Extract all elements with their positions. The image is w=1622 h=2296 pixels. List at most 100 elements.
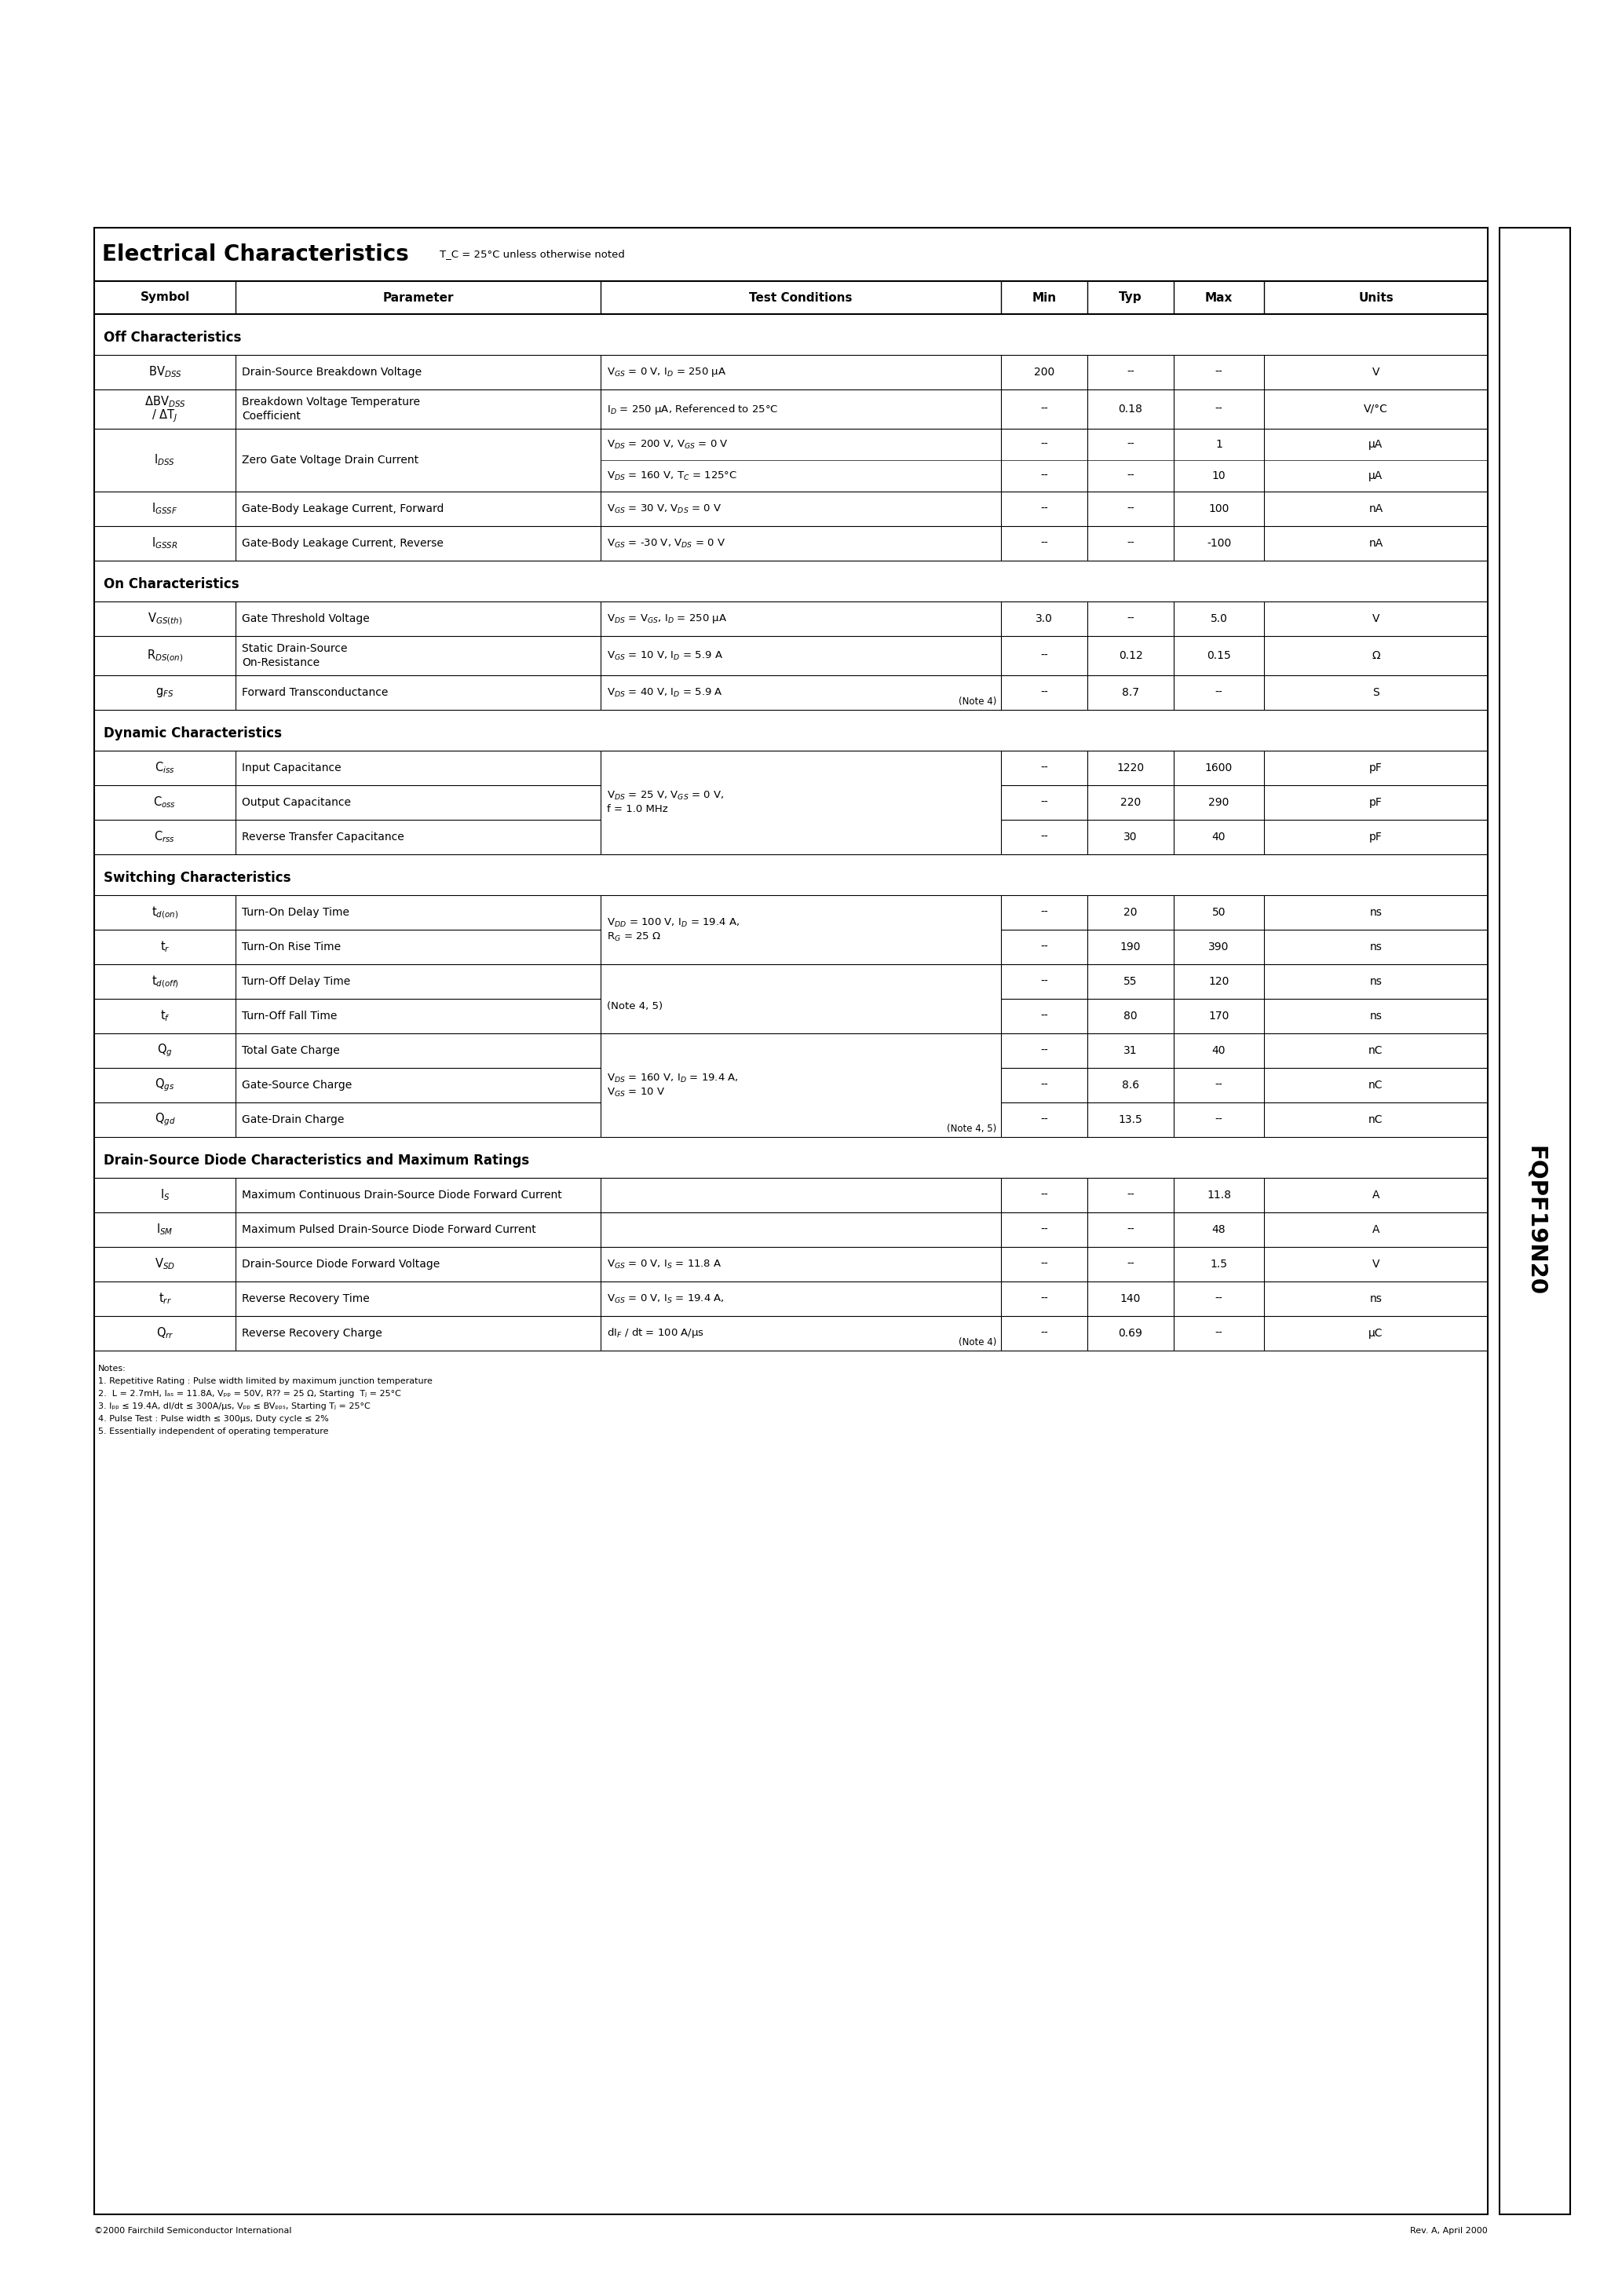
Text: Coefficient: Coefficient xyxy=(242,411,300,422)
Text: V/°C: V/°C xyxy=(1364,404,1388,416)
Text: f = 1.0 MHz: f = 1.0 MHz xyxy=(607,804,668,815)
Text: --: -- xyxy=(1040,1293,1048,1304)
Text: Q$_{g}$: Q$_{g}$ xyxy=(157,1042,172,1058)
Text: (Note 4, 5): (Note 4, 5) xyxy=(607,1001,663,1010)
Text: 0.69: 0.69 xyxy=(1119,1327,1142,1339)
Text: V$_{GS}$ = 30 V, V$_{DS}$ = 0 V: V$_{GS}$ = 30 V, V$_{DS}$ = 0 V xyxy=(607,503,722,514)
Text: --: -- xyxy=(1040,907,1048,918)
Text: FQPF19N20: FQPF19N20 xyxy=(1523,1146,1546,1295)
Text: Q$_{gd}$: Q$_{gd}$ xyxy=(154,1111,175,1127)
Text: On-Resistance: On-Resistance xyxy=(242,657,320,668)
Text: Input Capacitance: Input Capacitance xyxy=(242,762,341,774)
Text: --: -- xyxy=(1127,471,1134,482)
Text: 20: 20 xyxy=(1124,907,1137,918)
Text: --: -- xyxy=(1127,1224,1134,1235)
Text: t$_{d(on)}$: t$_{d(on)}$ xyxy=(151,905,178,921)
Text: -100: -100 xyxy=(1207,537,1231,549)
Text: 0.12: 0.12 xyxy=(1119,650,1142,661)
Text: --: -- xyxy=(1040,687,1048,698)
Text: Breakdown Voltage Temperature: Breakdown Voltage Temperature xyxy=(242,397,420,406)
Text: --: -- xyxy=(1040,1079,1048,1091)
Text: ns: ns xyxy=(1369,1010,1382,1022)
Text: Ω: Ω xyxy=(1372,650,1380,661)
Text: Total Gate Charge: Total Gate Charge xyxy=(242,1045,339,1056)
Text: --: -- xyxy=(1040,1045,1048,1056)
Text: 390: 390 xyxy=(1208,941,1229,953)
Text: Drain-Source Breakdown Voltage: Drain-Source Breakdown Voltage xyxy=(242,367,422,379)
Text: 1220: 1220 xyxy=(1116,762,1144,774)
Text: 200: 200 xyxy=(1033,367,1054,379)
Text: --: -- xyxy=(1215,1293,1223,1304)
Text: Static Drain-Source: Static Drain-Source xyxy=(242,643,347,654)
Text: V$_{DS}$ = V$_{GS}$, I$_{D}$ = 250 μA: V$_{DS}$ = V$_{GS}$, I$_{D}$ = 250 μA xyxy=(607,613,727,625)
Text: 80: 80 xyxy=(1124,1010,1137,1022)
Text: 4. Pulse Test : Pulse width ≤ 300μs, Duty cycle ≤ 2%: 4. Pulse Test : Pulse width ≤ 300μs, Dut… xyxy=(99,1414,329,1424)
Text: --: -- xyxy=(1040,650,1048,661)
Text: Dynamic Characteristics: Dynamic Characteristics xyxy=(104,726,282,742)
Text: A: A xyxy=(1372,1224,1380,1235)
Text: ©2000 Fairchild Semiconductor International: ©2000 Fairchild Semiconductor Internatio… xyxy=(94,2227,292,2234)
Text: (Note 4): (Note 4) xyxy=(959,1339,996,1348)
Text: t$_{f}$: t$_{f}$ xyxy=(161,1008,170,1024)
Text: I$_{GSSF}$: I$_{GSSF}$ xyxy=(152,501,178,517)
Text: ns: ns xyxy=(1369,976,1382,987)
Text: 48: 48 xyxy=(1212,1224,1226,1235)
Text: ns: ns xyxy=(1369,941,1382,953)
Text: Symbol: Symbol xyxy=(139,292,190,303)
Text: 40: 40 xyxy=(1212,831,1226,843)
Text: 5. Essentially independent of operating temperature: 5. Essentially independent of operating … xyxy=(99,1428,329,1435)
Text: Gate-Drain Charge: Gate-Drain Charge xyxy=(242,1114,344,1125)
Text: 10: 10 xyxy=(1212,471,1226,482)
Text: t$_{r}$: t$_{r}$ xyxy=(161,939,170,955)
Text: I$_{D}$ = 250 μA, Referenced to 25°C: I$_{D}$ = 250 μA, Referenced to 25°C xyxy=(607,402,779,416)
Text: --: -- xyxy=(1215,1327,1223,1339)
Text: 8.6: 8.6 xyxy=(1122,1079,1139,1091)
Text: V$_{GS}$ = 0 V, I$_{S}$ = 19.4 A,: V$_{GS}$ = 0 V, I$_{S}$ = 19.4 A, xyxy=(607,1293,725,1304)
Text: 55: 55 xyxy=(1124,976,1137,987)
Text: --: -- xyxy=(1040,797,1048,808)
Text: 13.5: 13.5 xyxy=(1119,1114,1142,1125)
Text: Notes:: Notes: xyxy=(99,1364,127,1373)
Text: pF: pF xyxy=(1369,797,1382,808)
Text: Turn-Off Delay Time: Turn-Off Delay Time xyxy=(242,976,350,987)
Text: Maximum Continuous Drain-Source Diode Forward Current: Maximum Continuous Drain-Source Diode Fo… xyxy=(242,1189,561,1201)
Text: V$_{GS}$ = 0 V, I$_{S}$ = 11.8 A: V$_{GS}$ = 0 V, I$_{S}$ = 11.8 A xyxy=(607,1258,722,1270)
Text: V$_{GS}$ = 10 V, I$_{D}$ = 5.9 A: V$_{GS}$ = 10 V, I$_{D}$ = 5.9 A xyxy=(607,650,723,661)
Text: Drain-Source Diode Characteristics and Maximum Ratings: Drain-Source Diode Characteristics and M… xyxy=(104,1153,529,1169)
Text: C$_{oss}$: C$_{oss}$ xyxy=(154,794,177,810)
Text: Gate-Body Leakage Current, Forward: Gate-Body Leakage Current, Forward xyxy=(242,503,444,514)
Text: pF: pF xyxy=(1369,831,1382,843)
Text: Q$_{gs}$: Q$_{gs}$ xyxy=(156,1077,175,1093)
Text: --: -- xyxy=(1040,503,1048,514)
Text: --: -- xyxy=(1040,976,1048,987)
Text: V: V xyxy=(1372,367,1380,379)
Text: nC: nC xyxy=(1369,1114,1384,1125)
Text: --: -- xyxy=(1040,439,1048,450)
Text: (Note 4): (Note 4) xyxy=(959,698,996,707)
Text: ns: ns xyxy=(1369,907,1382,918)
Text: --: -- xyxy=(1215,367,1223,379)
Text: V$_{DS}$ = 200 V, V$_{GS}$ = 0 V: V$_{DS}$ = 200 V, V$_{GS}$ = 0 V xyxy=(607,439,728,450)
Text: Max: Max xyxy=(1205,292,1233,303)
Text: R$_{DS(on)}$: R$_{DS(on)}$ xyxy=(146,647,183,664)
Text: 190: 190 xyxy=(1121,941,1140,953)
Text: Gate-Source Charge: Gate-Source Charge xyxy=(242,1079,352,1091)
Text: 100: 100 xyxy=(1208,503,1229,514)
Text: --: -- xyxy=(1040,1189,1048,1201)
Text: 5.0: 5.0 xyxy=(1210,613,1228,625)
Text: --: -- xyxy=(1127,1189,1134,1201)
Text: 140: 140 xyxy=(1121,1293,1140,1304)
Text: --: -- xyxy=(1040,1114,1048,1125)
Text: t$_{d(off)}$: t$_{d(off)}$ xyxy=(151,974,178,990)
Text: Output Capacitance: Output Capacitance xyxy=(242,797,350,808)
Text: g$_{FS}$: g$_{FS}$ xyxy=(156,687,174,698)
Text: V$_{DS}$ = 160 V, I$_{D}$ = 19.4 A,: V$_{DS}$ = 160 V, I$_{D}$ = 19.4 A, xyxy=(607,1072,738,1084)
Text: Reverse Transfer Capacitance: Reverse Transfer Capacitance xyxy=(242,831,404,843)
Text: Switching Characteristics: Switching Characteristics xyxy=(104,870,290,884)
Text: t$_{rr}$: t$_{rr}$ xyxy=(159,1290,172,1306)
Bar xyxy=(94,227,1487,2213)
Text: --: -- xyxy=(1040,1010,1048,1022)
Text: --: -- xyxy=(1040,762,1048,774)
Text: 40: 40 xyxy=(1212,1045,1226,1056)
Text: R$_{G}$ = 25 Ω: R$_{G}$ = 25 Ω xyxy=(607,930,662,944)
